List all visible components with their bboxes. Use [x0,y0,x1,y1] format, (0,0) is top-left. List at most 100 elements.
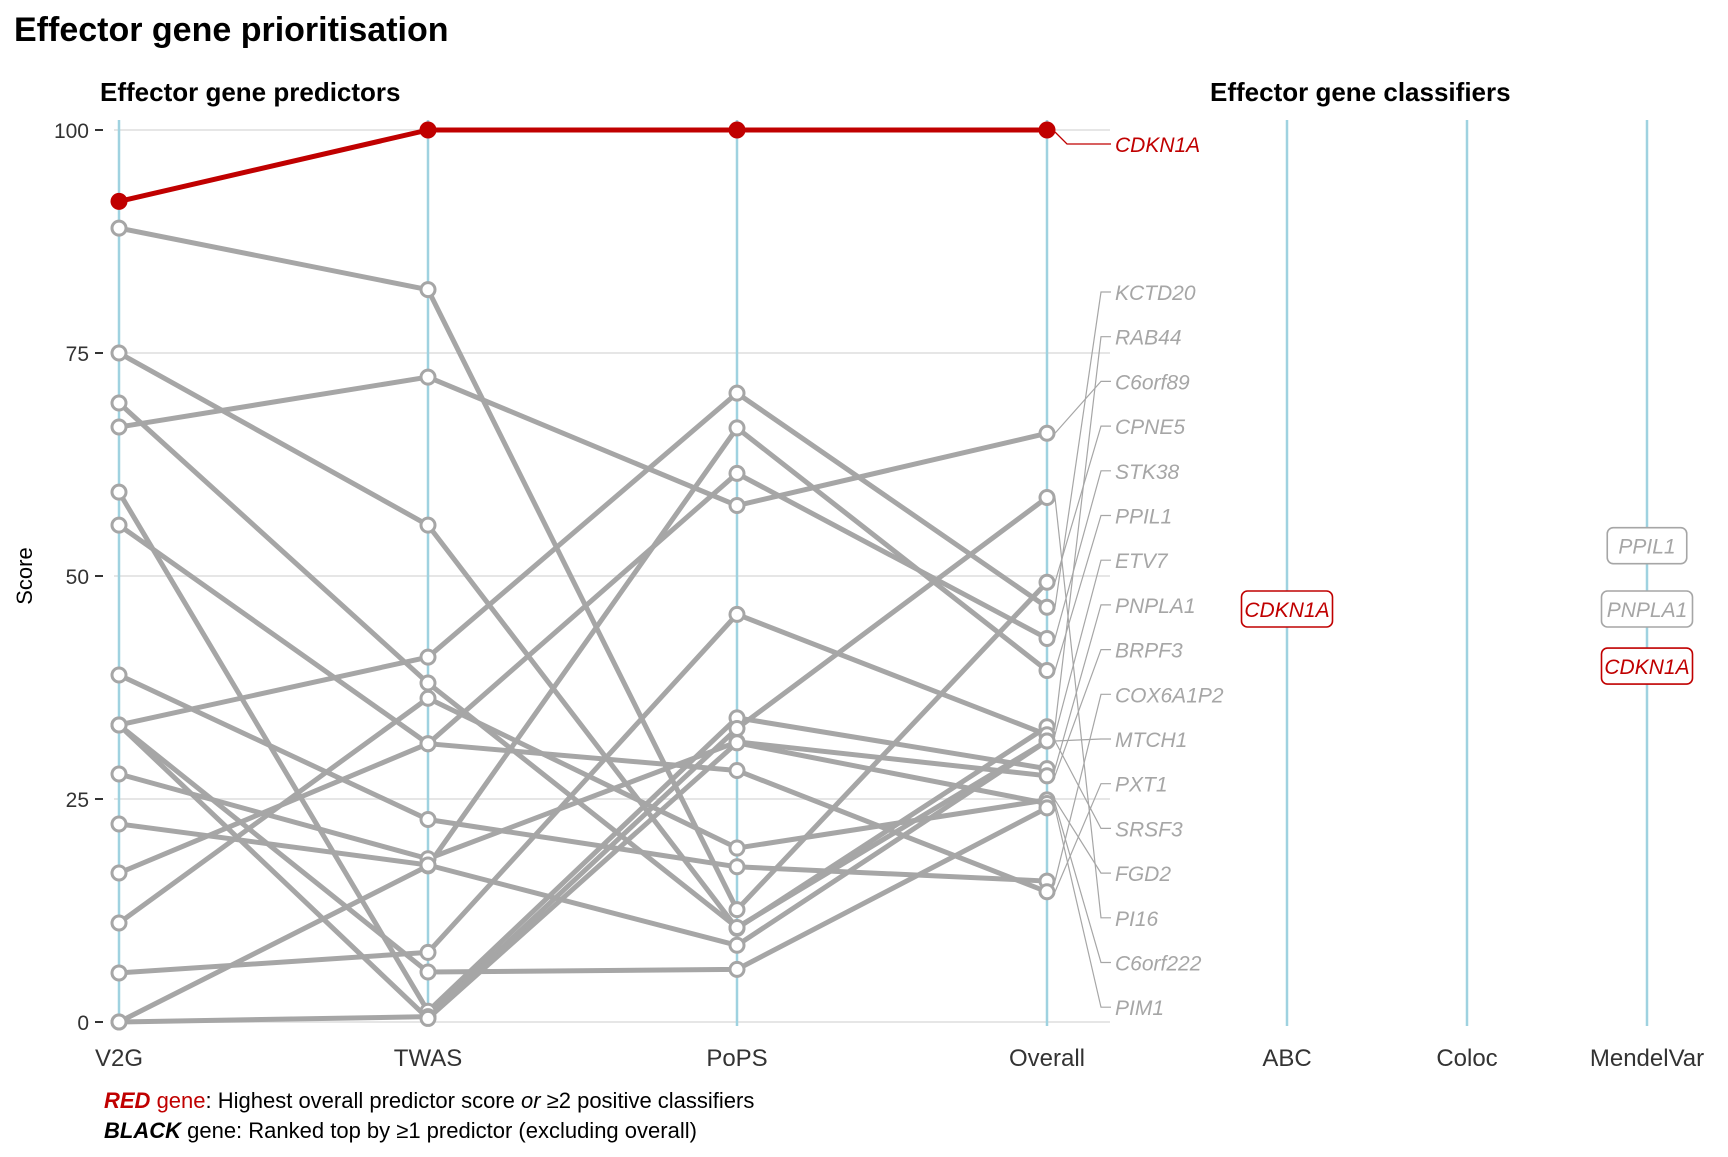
legend-black-note: BLACK gene: Ranked top by ≥1 predictor (… [104,1118,697,1144]
point-c6orf222-twas [419,1009,437,1027]
point-pim1-pops [728,960,746,978]
point-stk38-v2g [110,516,128,534]
classifier-label-abc-cdkn1a: CDKN1A [1244,599,1329,622]
point-pim1-overall [1038,799,1056,817]
x-tick-label-v2g: V2G [95,1045,143,1072]
gene-label-c6orf89: C6orf89 [1115,371,1190,394]
grid-layer [114,129,1110,1023]
point-pim1-twas [419,963,437,981]
series-line-c6orf89 [118,374,1048,509]
point-mtch1-twas [419,674,437,692]
series-line-cdkn1a [118,127,1047,204]
point-brpf3-overall [1038,767,1056,785]
point-cox6a1p2-pops [728,858,746,876]
classifier-label-mendelvar-pnpla1: PNPLA1 [1607,599,1688,622]
figure-title: Effector gene prioritisation [14,11,449,49]
y-axis-label: Score [12,547,37,604]
series-line-pi16 [118,495,1049,1025]
leader-kctd20 [1054,291,1111,608]
point-cdkn1a-v2g [110,192,128,210]
x-tick-label-mendelvar: MendelVar [1590,1045,1704,1072]
gene-lines [116,127,1049,1025]
point-c6orf89-pops [728,497,746,515]
point-cdkn1a-twas [419,121,437,139]
point-cpne5-v2g [110,219,128,237]
gene-label-pim1: PIM1 [1115,997,1164,1020]
leader-c6orf89 [1054,380,1111,434]
point-stk38-overall [1038,629,1056,647]
point-srsf3-pops [728,936,746,954]
legend-red-text: : Highest overall predictor score [205,1088,521,1113]
point-etv7-twas [419,943,437,961]
series-line-cox6a1p2 [117,672,1048,884]
point-etv7-pops [728,605,746,623]
point-fgd2-v2g [110,914,128,932]
point-srsf3-twas [419,856,437,874]
leader-c6orf222 [1054,803,1111,964]
gene-label-mtch1: MTCH1 [1115,729,1187,752]
leader-etv7 [1054,559,1111,735]
classifier-box-mendelvar-ppil1 [1606,526,1688,565]
y-tick-label-25: 25 [66,789,89,812]
classifiers-panel-title: Effector gene classifiers [1210,77,1511,107]
gene-label-stk38: STK38 [1115,461,1180,484]
point-mtch1-v2g [110,394,128,412]
point-cpne5-overall [1038,573,1056,591]
y-tick-label-75: 75 [66,343,89,366]
gene-label-pnpla1: PNPLA1 [1115,595,1196,618]
gene-label-cox6a1p2: COX6A1P2 [1115,684,1224,707]
point-rab44-twas [419,516,437,534]
classifier-labels: CDKN1A PPIL1 PNPLA1 CDKN1A [1240,526,1694,685]
series-line-pim1 [117,723,1049,975]
point-c6orf89-overall [1038,424,1056,442]
gene-label-kctd20: KCTD20 [1115,282,1196,305]
point-cpne5-pops [728,901,746,919]
label-leaders [1054,131,1111,1008]
point-ppil1-overall [1038,662,1056,680]
point-c6orf222-pops [728,734,746,752]
gene-label-cpne5: CPNE5 [1115,416,1185,439]
classifier-label-mendelvar-ppil1: PPIL1 [1618,536,1675,559]
point-kctd20-pops [728,384,746,402]
gene-label-pi16: PI16 [1115,908,1159,931]
series-line-pnpla1 [116,490,1048,1014]
point-c6orf89-v2g [110,418,128,436]
point-pi16-pops [728,720,746,738]
series-line-srsf3 [118,738,1049,948]
point-cox6a1p2-v2g [110,666,128,684]
point-srsf3-v2g [110,815,128,833]
series-line-c6orf222 [117,723,1048,1021]
series-line-kctd20 [118,390,1049,728]
y-tick-label-100: 100 [54,120,89,143]
point-cdkn1a-overall [1038,121,1056,139]
point-pxt1-twas [419,735,437,753]
x-tick-label-abc: ABC [1262,1045,1311,1072]
gene-label-rab44: RAB44 [1115,327,1182,350]
point-pxt1-pops [728,761,746,779]
legend-red-text2: ≥2 positive classifiers [540,1088,755,1113]
point-fgd2-twas [419,689,437,707]
point-etv7-v2g [110,964,128,982]
series-line-rab44 [117,350,1049,931]
x-tick-label-pops: PoPS [706,1045,767,1072]
gene-label-fgd2: FGD2 [1115,863,1171,886]
point-c6orf89-twas [419,368,437,386]
point-fgd2-pops [728,839,746,857]
legend-red-or: or [520,1088,541,1113]
legend-black-word: BLACK [104,1118,181,1143]
classifier-box-mendelvar-pnpla1 [1600,590,1694,628]
series-line-stk38 [117,470,1049,747]
series-line-brpf3 [118,739,1048,862]
leader-stk38 [1054,470,1111,639]
point-pi16-v2g [110,1013,128,1031]
point-stk38-pops [728,464,746,482]
leader-brpf3 [1054,648,1111,777]
series-line-etv7 [118,611,1048,976]
point-mtch1-pops [728,918,746,936]
predictors-panel-title: Effector gene predictors [100,77,401,107]
series-line-cpne5 [118,225,1049,913]
point-pxt1-v2g [110,864,128,882]
series-line-fgd2 [117,695,1048,926]
classifier-box-abc-cdkn1a [1240,590,1334,628]
